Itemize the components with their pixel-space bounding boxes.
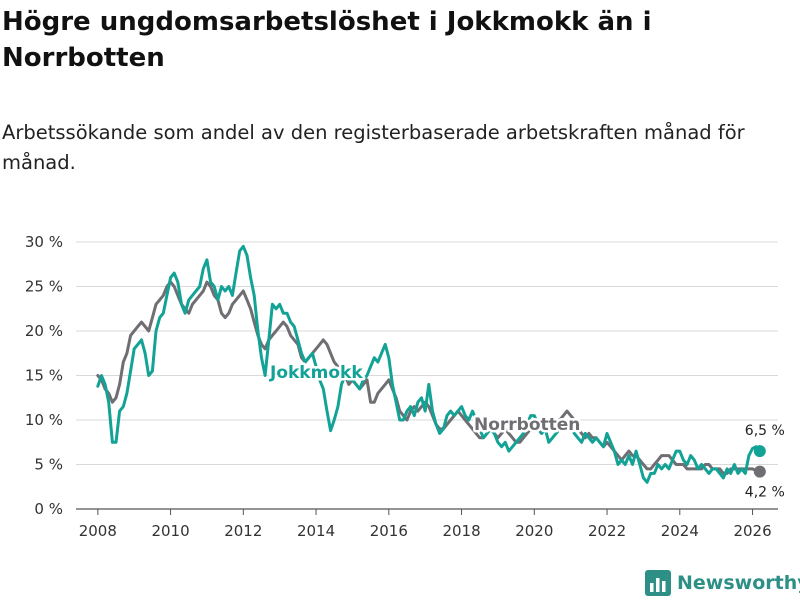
- x-tick-label: 2008: [79, 522, 117, 540]
- y-tick-label: 0 %: [34, 500, 63, 518]
- newsworthy-logo: Newsworthy: [645, 568, 800, 598]
- series-label-jokkmokk: Jokkmokk: [269, 363, 363, 383]
- series-labels: Jokkmokk Norrbotten 6,5 % 4,2 %: [267, 361, 787, 503]
- y-tick-label: 20 %: [25, 322, 63, 340]
- end-point-norrbotten: [753, 465, 766, 478]
- end-value-jokkmokk: 6,5 %: [745, 423, 785, 439]
- series-lines: [96, 244, 766, 484]
- y-tick-label: 10 %: [25, 411, 63, 429]
- end-value-norrbotten: 4,2 %: [745, 485, 785, 501]
- series-label-norrbotten: Norrbotten: [474, 415, 580, 435]
- brand-name: Newsworthy: [677, 572, 800, 594]
- x-tick-label: 2020: [515, 522, 553, 540]
- x-tick-label: 2010: [151, 522, 189, 540]
- end-point-jokkmokk: [753, 445, 766, 458]
- y-tick-label: 25 %: [25, 278, 63, 296]
- chart-subtitle: Arbetssökande som andel av den registerb…: [2, 121, 745, 174]
- x-tick-label: 2026: [733, 522, 771, 540]
- y-tick-label: 5 %: [34, 456, 63, 474]
- y-tick-label: 30 %: [25, 233, 63, 251]
- series-line-norrbotten: [96, 280, 762, 475]
- x-tick-label: 2018: [442, 522, 480, 540]
- y-axis: 0 % 5 % 10 % 15 % 20 % 25 % 30 %: [25, 233, 63, 518]
- y-tick-label: 15 %: [25, 367, 63, 385]
- x-tick-label: 2022: [588, 522, 626, 540]
- chart-title: Högre ungdomsarbetslöshet i Jokkmokk än …: [2, 7, 652, 73]
- bar-chart-icon: [645, 570, 671, 596]
- grid-lines: [76, 241, 778, 510]
- x-tick-label: 2012: [224, 522, 262, 540]
- x-tick-label: 2014: [297, 522, 335, 540]
- series-line-jokkmokk: [96, 244, 762, 484]
- x-axis: 2008 2010 2012 2014 2016 2018 2020 2022 2024 2026: [79, 509, 772, 540]
- x-tick-label: 2016: [370, 522, 408, 540]
- x-tick-label: 2024: [661, 522, 699, 540]
